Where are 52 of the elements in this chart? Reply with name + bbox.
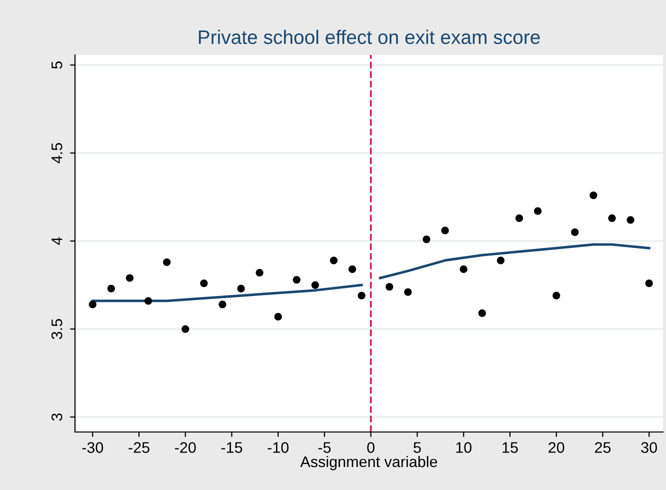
point xyxy=(515,214,524,222)
x-tick-label: 15 xyxy=(502,442,518,453)
point xyxy=(422,235,430,244)
point xyxy=(478,309,486,317)
x-tick-label: 10 xyxy=(456,442,472,453)
y-tick-label: 3.5 xyxy=(51,319,62,340)
x-tick-label: 5 xyxy=(414,442,421,453)
x-tick-label: -10 xyxy=(268,442,289,453)
x-tick-label: 25 xyxy=(594,442,611,453)
y-tick-label: 5 xyxy=(52,61,62,69)
point xyxy=(237,284,245,292)
point xyxy=(441,226,449,234)
y-tick-label: 3 xyxy=(51,413,62,421)
point xyxy=(274,312,282,321)
point xyxy=(460,265,468,273)
y-tick-label: 4 xyxy=(52,237,62,245)
point xyxy=(330,256,338,264)
point xyxy=(386,282,394,291)
x-tick-label: -20 xyxy=(175,442,196,453)
point xyxy=(348,265,356,273)
point xyxy=(200,279,208,288)
point xyxy=(88,300,96,308)
point xyxy=(163,258,171,266)
point xyxy=(608,214,616,222)
point xyxy=(107,284,115,292)
point xyxy=(126,274,134,282)
point xyxy=(182,325,190,333)
x-tick-label: 20 xyxy=(548,442,564,453)
x-tick-label: 30 xyxy=(641,442,657,453)
point xyxy=(311,281,320,289)
point xyxy=(590,191,598,200)
point xyxy=(534,207,542,215)
x-tick-label: -5 xyxy=(318,442,331,453)
point xyxy=(358,292,366,300)
point xyxy=(218,300,226,308)
x-tick-label: -25 xyxy=(128,442,150,453)
point xyxy=(496,256,504,264)
point xyxy=(292,276,300,284)
x-tick-label: 0 xyxy=(367,442,375,453)
point xyxy=(552,292,560,300)
y-tick-label: 4.5 xyxy=(52,143,62,164)
chart-title: Private school effect on exit exam score xyxy=(198,30,540,44)
point xyxy=(645,279,653,288)
point xyxy=(626,216,634,224)
x-tick-label: -15 xyxy=(221,442,242,453)
point xyxy=(144,297,152,305)
line-series xyxy=(378,243,650,280)
x-tick-label: -30 xyxy=(82,442,104,453)
point xyxy=(404,288,412,296)
x-axis-title: Assignment variable xyxy=(300,456,438,470)
point xyxy=(256,268,264,277)
point xyxy=(571,228,579,236)
